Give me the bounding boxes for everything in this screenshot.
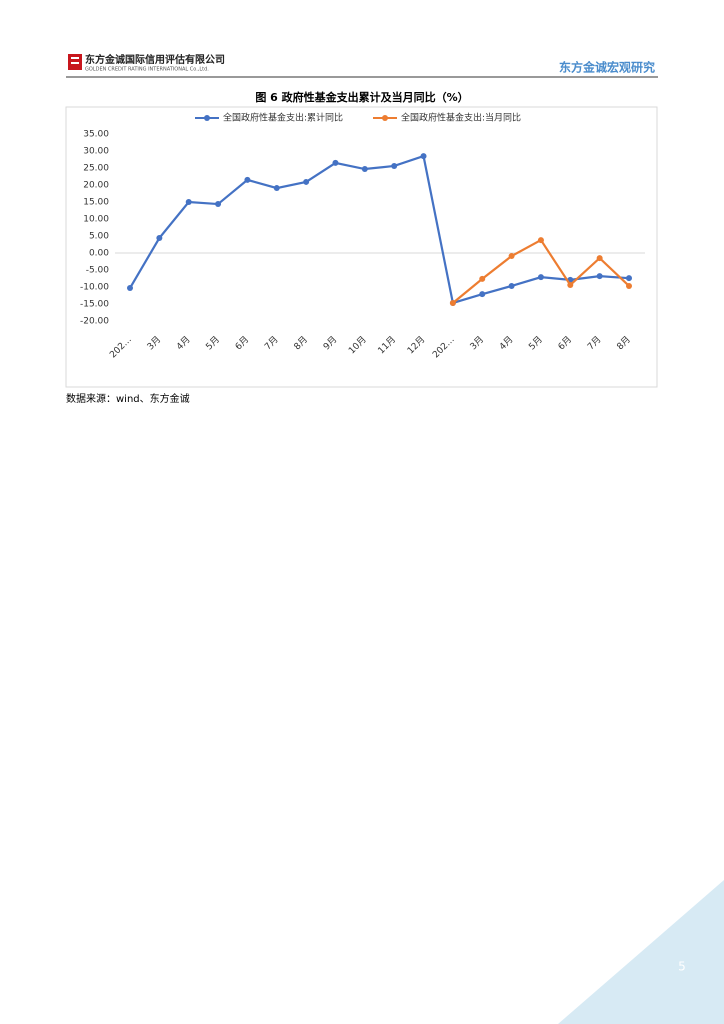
x-tick-label: 4月 [497,334,515,352]
x-tick-label: 12月 [405,334,427,356]
x-tick-label: 10月 [346,334,368,356]
x-tick-label: 202… [108,335,134,361]
data-point [244,176,251,183]
y-tick-label: -5.00 [86,266,110,276]
logo-icon-detail [71,57,79,59]
y-tick-label: 5.00 [89,232,109,242]
data-point [626,275,632,282]
x-tick-label: 4月 [174,334,192,352]
y-tick-label: 35.00 [83,130,109,140]
data-point [156,235,163,242]
data-point [127,285,133,292]
legend-marker [382,115,388,121]
company-name-en: GOLDEN CREDIT RATING INTERNATIONAL Co.,L… [85,67,209,73]
data-point [273,185,280,192]
data-point [391,162,398,169]
data-point [567,281,574,288]
x-tick-label: 3月 [468,334,486,352]
x-tick-label: 9月 [321,334,339,352]
data-point [479,275,486,282]
logo-icon-detail [71,62,79,64]
data-point [596,273,603,280]
data-point [303,178,310,185]
y-tick-label: 0.00 [89,249,109,259]
page-number: 5 [678,960,686,974]
data-point [508,253,515,260]
data-point [420,153,427,160]
x-tick-label: 3月 [145,334,163,352]
data-point [332,159,339,166]
data-point [361,166,368,173]
data-point [537,274,544,281]
y-tick-label: 30.00 [83,147,109,157]
y-tick-label: -10.00 [80,283,109,293]
x-tick-label: 6月 [556,334,574,352]
company-name: 东方金诚国际信用评估有限公司 [85,53,225,66]
data-point [449,299,456,306]
data-point [479,291,486,298]
chart-frame [65,106,658,388]
y-tick-label: 15.00 [83,198,109,208]
x-tick-label: 5月 [527,334,545,352]
x-tick-label: 8月 [292,334,310,352]
chart: 35.00 30.00 25.00 20.00 15.00 10.00 5.00 0.00 -5… [80,112,645,361]
x-tick-label: 6月 [233,334,251,352]
y-tick-label: -20.00 [80,317,109,327]
chart-title: 图 6 政府性基金支出累计及当月同比（%） [255,90,468,104]
series-line [129,154,630,305]
y-tick-label: -15.00 [80,300,109,310]
data-point [537,237,544,244]
x-tick-label: 11月 [376,334,398,356]
data-point [215,201,222,208]
x-tick-label: 8月 [615,334,633,352]
corner-decoration [558,880,724,1024]
legend-label: 全国政府性基金支出:累计同比 [223,112,343,124]
data-point [626,282,632,289]
x-tick-label: 5月 [204,334,222,352]
section-title: 东方金诚宏观研究 [559,60,655,75]
logo [68,54,82,70]
legend-marker [204,115,210,121]
y-tick-label: 25.00 [83,164,109,174]
x-tick-label: 7月 [262,334,280,352]
data-point [185,199,192,205]
x-tick-label: 7月 [585,334,603,352]
x-tick-label: 202… [431,335,457,361]
data-point [508,282,515,289]
source-note: 数据来源：wind、东方金诚 [66,392,190,405]
y-tick-label: 10.00 [83,215,109,225]
data-point [596,255,603,262]
y-tick-label: 20.00 [83,181,109,191]
legend-label: 全国政府性基金支出:当月同比 [401,112,521,124]
